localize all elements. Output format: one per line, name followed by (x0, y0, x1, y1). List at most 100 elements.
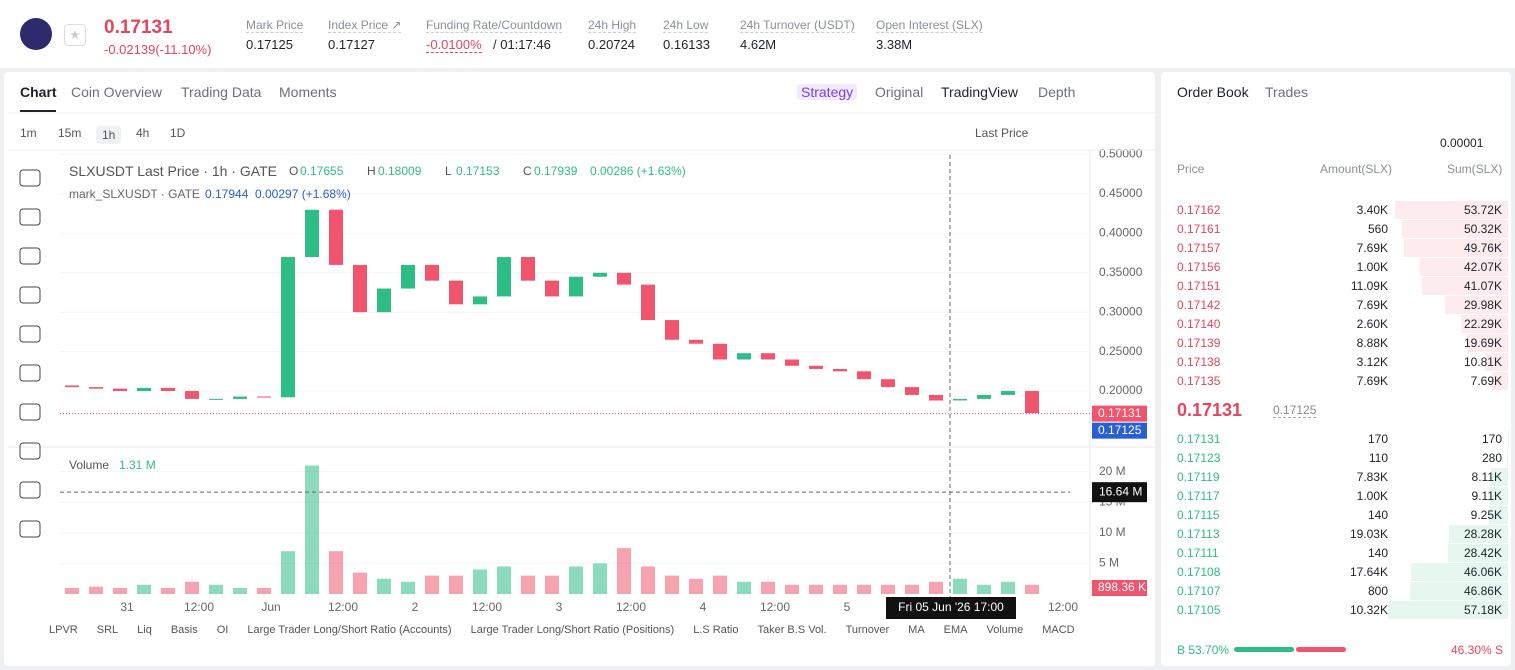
indicator[interactable]: Large Trader Long/Short Ratio (Accounts) (247, 624, 452, 636)
interval[interactable]: 15m (58, 126, 82, 140)
depth-bar (1421, 277, 1508, 295)
depth-bar (1488, 487, 1508, 505)
ob-price: 0.17111 (1177, 546, 1219, 560)
tool-icon (19, 403, 41, 421)
volume-bar (473, 569, 487, 594)
ob-tab[interactable]: Order Book (1177, 84, 1249, 100)
ob-sum: 28.42K (1463, 546, 1502, 560)
time-tag (886, 597, 1016, 619)
candle-body (209, 398, 223, 400)
depth-bar (1490, 468, 1508, 486)
indicator[interactable]: Turnover (845, 624, 890, 636)
volume-bar (401, 581, 415, 594)
ob-price: 0.17108 (1177, 565, 1221, 579)
stat-value: 0.17125 (246, 37, 293, 52)
stat-label: Mark Price (246, 18, 304, 33)
ob-sum: 28.28K (1463, 527, 1502, 541)
y-tick-label: 20 M (1099, 464, 1126, 478)
indicator[interactable]: EMA (943, 624, 968, 636)
ohlc-key: H (367, 164, 376, 178)
chart-tab[interactable]: Coin Overview (71, 84, 163, 100)
chart-tab[interactable]: Moments (279, 84, 337, 100)
x-tick-label: 12:00 (616, 600, 646, 614)
price-change: -0.02139(-11.10%) (104, 42, 212, 57)
volume-bar (305, 465, 319, 594)
tool-icon (19, 247, 41, 265)
tool-icon (19, 481, 41, 499)
indicator[interactable]: LPVR (49, 624, 78, 636)
depth-bar (1395, 201, 1508, 219)
indicator[interactable]: Liq (137, 624, 152, 636)
x-tick-label: 12:00 (760, 600, 790, 614)
ob-sum: 9.11K (1471, 489, 1502, 503)
interval[interactable]: 1m (20, 126, 37, 140)
ob-amount: 140 (1367, 546, 1388, 560)
view-tab[interactable]: Original (875, 84, 924, 100)
depth-bar (1461, 315, 1508, 333)
ob-tab[interactable]: Trades (1265, 84, 1309, 100)
price-type[interactable]: Last Price (975, 126, 1029, 140)
candle-body (905, 387, 919, 395)
candle-body (137, 387, 151, 392)
depth-bar (1403, 239, 1508, 257)
candle-body (353, 264, 367, 313)
interval[interactable]: 1h (96, 126, 122, 144)
ob-price: 0.17107 (1177, 584, 1221, 598)
ob-sum: 29.98K (1463, 298, 1502, 312)
ob-amount: 3.12K (1356, 355, 1388, 369)
x-tick-label: 31 (120, 600, 134, 614)
view-tab[interactable]: Depth (1038, 84, 1076, 100)
view-tab[interactable]: TradingView (941, 84, 1019, 100)
depth-bar (1402, 220, 1508, 238)
candle-body (857, 371, 871, 380)
ob-amount: 11.09K (1350, 279, 1388, 293)
candle-body (257, 396, 271, 398)
volume-bar (161, 587, 175, 594)
volume-bar (233, 587, 247, 594)
indicator[interactable]: Large Trader Long/Short Ratio (Positions… (470, 624, 675, 636)
ob-price: 0.17140 (1177, 317, 1221, 331)
indicator[interactable]: Basis (170, 624, 198, 636)
depth-bar (1491, 372, 1508, 390)
interval[interactable]: 1D (170, 126, 186, 140)
indicator[interactable]: Taker B.S Vol. (757, 624, 827, 636)
view-tab[interactable]: Strategy (797, 84, 858, 100)
stat-value: 0.17127 (328, 37, 375, 52)
candle-body (521, 257, 535, 281)
volume-current: 1.31 M (119, 458, 156, 472)
stat-label: Open Interest (SLX) (876, 18, 983, 33)
indicator[interactable]: OI (216, 624, 229, 636)
indicator[interactable]: MACD (1042, 624, 1075, 636)
time-tag-label: Fri 05 Jun '26 17:00 (898, 600, 1004, 614)
indicator[interactable]: L.S Ratio (693, 624, 739, 636)
price-tag (1092, 405, 1147, 422)
precision[interactable]: 0.00001 (1440, 136, 1484, 150)
indicator[interactable]: SRL (96, 624, 119, 636)
tool-icon (19, 208, 41, 226)
candle-body (833, 368, 847, 372)
candle-body (689, 339, 703, 344)
stat-label: Index Price ↗ (328, 18, 402, 33)
candle-body (665, 320, 679, 340)
chart-tab[interactable]: Chart (20, 84, 57, 100)
ob-price: 0.17119 (1177, 470, 1220, 484)
depth-bar (1445, 296, 1508, 314)
volume-tag (1092, 580, 1147, 596)
x-tick-label: 12:00 (328, 600, 358, 614)
indicator[interactable]: MA (908, 624, 925, 636)
candle-body (713, 343, 727, 360)
x-tick-label: 3 (556, 600, 563, 614)
buy-bar (1234, 647, 1295, 652)
interval[interactable]: 4h (136, 126, 150, 140)
indicator[interactable]: Volume (986, 624, 1024, 636)
candle-body (185, 391, 199, 399)
depth-bar (1388, 601, 1508, 619)
volume-tag-label: 898.36 K (1098, 580, 1146, 594)
legend-title: SLXUSDT Last Price · 1h · GATE (69, 163, 277, 179)
tab-underline (20, 110, 56, 112)
favorite-star[interactable]: ★ (64, 24, 86, 46)
volume-bar (113, 587, 127, 594)
ob-price: 0.17151 (1177, 279, 1221, 293)
chart-tab[interactable]: Trading Data (181, 84, 262, 100)
ob-sum: 22.29K (1463, 317, 1502, 331)
